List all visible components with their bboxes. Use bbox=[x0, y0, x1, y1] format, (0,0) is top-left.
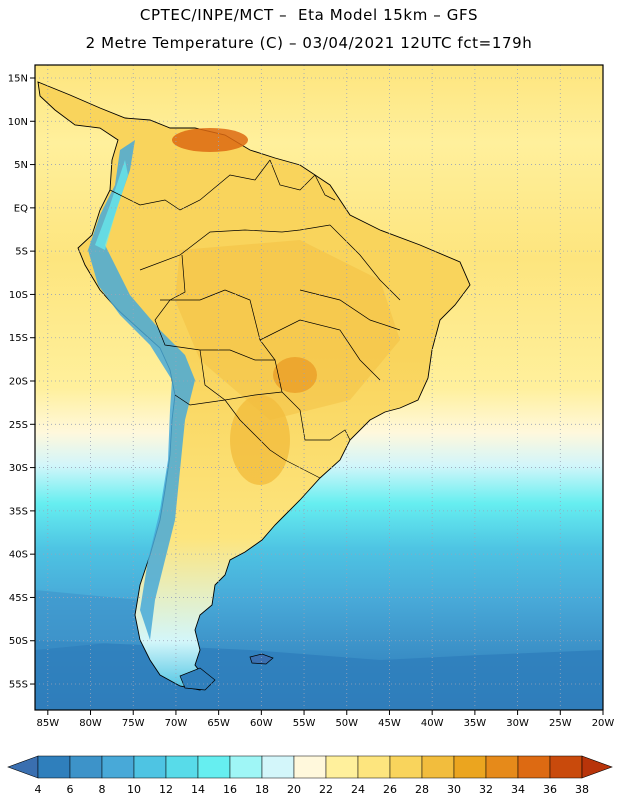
colorbar-label: 28 bbox=[415, 783, 429, 796]
lat-label: 20S bbox=[9, 377, 28, 388]
lat-label: 5S bbox=[15, 247, 28, 258]
colorbar-label: 4 bbox=[35, 783, 42, 796]
colorbar-label: 26 bbox=[383, 783, 397, 796]
lon-label: 75W bbox=[122, 718, 145, 729]
lon-label: 35W bbox=[464, 718, 487, 729]
colorbar-cell bbox=[37, 755, 71, 779]
falkland-islands bbox=[249, 653, 274, 665]
lon-label: 65W bbox=[207, 718, 230, 729]
lon-label: 55W bbox=[293, 718, 316, 729]
colorbar-cell bbox=[357, 755, 391, 779]
lat-label: EQ bbox=[14, 203, 28, 214]
colorbar-label: 10 bbox=[127, 783, 141, 796]
map-frame bbox=[34, 64, 604, 711]
title-line-2: 2 Metre Temperature (C) – 03/04/2021 12U… bbox=[85, 34, 533, 52]
cold-band-pacific bbox=[35, 590, 140, 650]
colorbar-label: 22 bbox=[319, 783, 333, 796]
colorbar-cell bbox=[197, 755, 231, 779]
tierra-del-fuego bbox=[179, 667, 216, 691]
longitude-labels: 85W 80W 75W 70W 65W 60W 55W 50W 45W 40W 35W 30W 25W 2… bbox=[36, 710, 614, 729]
lat-lon-grid bbox=[35, 65, 604, 710]
colorbar-cell bbox=[261, 755, 295, 779]
colorbar-cell bbox=[293, 755, 327, 779]
lat-label: 45S bbox=[9, 593, 28, 604]
colorbar-label: 12 bbox=[159, 783, 173, 796]
colorbar-cell bbox=[453, 755, 487, 779]
colorbar-cell bbox=[133, 755, 167, 779]
lat-label: 55S bbox=[9, 680, 28, 691]
andes-bright-strip bbox=[95, 160, 128, 250]
colorbar-cell bbox=[229, 755, 263, 779]
colorbar-label: 6 bbox=[67, 783, 74, 796]
colorbar-cell bbox=[325, 755, 359, 779]
colorbar-label: 18 bbox=[255, 783, 269, 796]
colorbar-label: 30 bbox=[447, 783, 461, 796]
colorbar-label: 34 bbox=[511, 783, 525, 796]
andes-cold-strip bbox=[88, 140, 195, 640]
colorbar-cell bbox=[421, 755, 455, 779]
colorbar-cell bbox=[485, 755, 519, 779]
lat-label: 40S bbox=[9, 550, 28, 561]
lat-label: 30S bbox=[9, 463, 28, 474]
lat-label: 50S bbox=[9, 636, 28, 647]
colorbar-cell bbox=[69, 755, 103, 779]
latitude-labels: 15N 10N 5N EQ 5S 10S 15S 20S 25S 30S 35S 40S 45S 50S 5… bbox=[8, 73, 35, 691]
lon-label: 50W bbox=[335, 718, 358, 729]
colorbar-label: 20 bbox=[287, 783, 301, 796]
lon-label: 60W bbox=[250, 718, 273, 729]
lon-label: 70W bbox=[165, 718, 188, 729]
lat-label: 10N bbox=[8, 117, 28, 128]
lat-label: 25S bbox=[9, 420, 28, 431]
lon-label: 40W bbox=[421, 718, 444, 729]
colorbar-cell bbox=[101, 755, 135, 779]
country-borders bbox=[109, 159, 401, 479]
colorbar-arrow-high bbox=[581, 755, 613, 779]
colorbar-label: 14 bbox=[191, 783, 205, 796]
lon-label: 45W bbox=[378, 718, 401, 729]
colorbar-cell bbox=[165, 755, 199, 779]
colorbar-label: 24 bbox=[351, 783, 365, 796]
lon-label: 85W bbox=[36, 718, 59, 729]
colorbar-label: 38 bbox=[575, 783, 589, 796]
colorbar-cell bbox=[549, 755, 583, 779]
lat-label: 15N bbox=[8, 73, 28, 84]
colorbar: 4 6 8 10 12 14 16 18 20 22 24 26 28 30 32 34 36 38 bbox=[7, 755, 613, 796]
colorbar-cell bbox=[517, 755, 551, 779]
warm-interior bbox=[175, 240, 400, 420]
lat-label: 35S bbox=[9, 506, 28, 517]
lon-label: 20W bbox=[592, 718, 615, 729]
lon-label: 25W bbox=[549, 718, 572, 729]
colorbar-label: 32 bbox=[479, 783, 493, 796]
colorbar-label: 16 bbox=[223, 783, 237, 796]
hotspot-pantanal bbox=[273, 357, 317, 393]
hotspot-venezuela bbox=[172, 128, 248, 152]
title-line-1: CPTEC/INPE/MCT – Eta Model 15km – GFS bbox=[139, 6, 479, 24]
colorbar-label: 36 bbox=[543, 783, 557, 796]
lon-label: 80W bbox=[79, 718, 102, 729]
lat-label: 10S bbox=[9, 290, 28, 301]
lat-label: 5N bbox=[14, 160, 28, 171]
lat-label: 15S bbox=[9, 333, 28, 344]
colorbar-label: 8 bbox=[99, 783, 106, 796]
lon-label: 30W bbox=[506, 718, 529, 729]
colorbar-arrow-low bbox=[7, 755, 39, 779]
colorbar-cell bbox=[389, 755, 423, 779]
